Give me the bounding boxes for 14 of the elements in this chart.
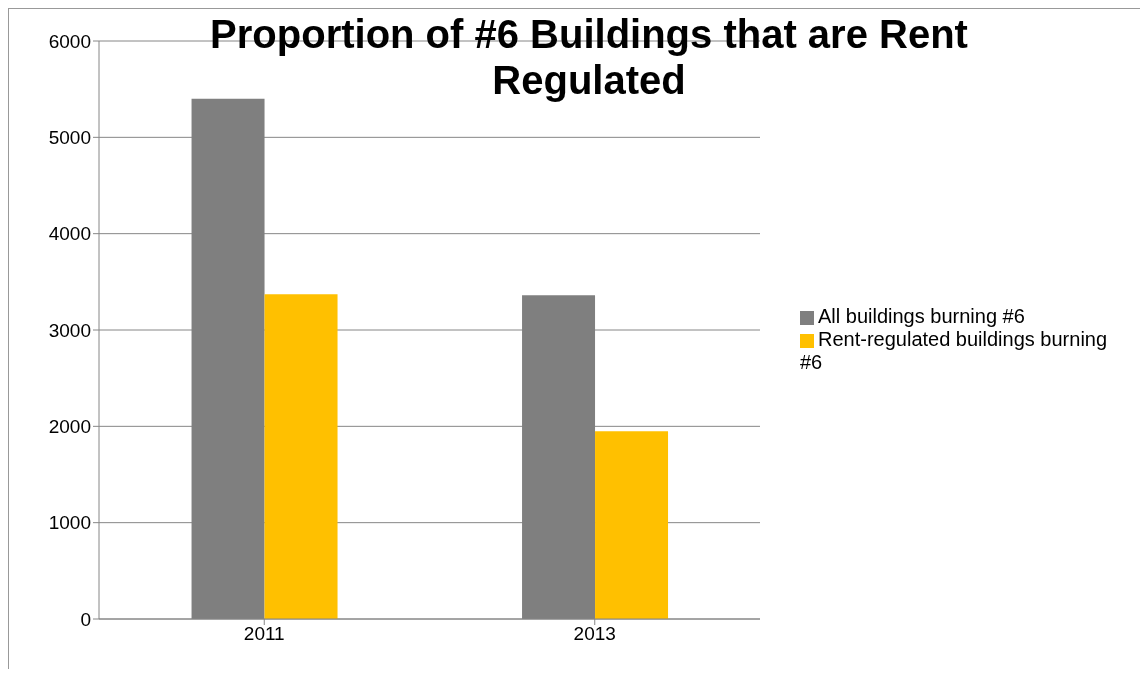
bar	[595, 431, 669, 619]
y-tick-label: 5000	[48, 127, 91, 149]
y-tick-label: 1000	[48, 512, 91, 534]
x-tick-label: 2013	[573, 623, 616, 645]
y-tick-label: 0	[80, 608, 91, 630]
chart-title: Proportion of #6 Buildings that are Rent Regulated	[209, 11, 969, 103]
x-tick-label: 2011	[243, 623, 285, 645]
y-tick-label: 4000	[48, 223, 91, 245]
y-tick-label: 6000	[48, 30, 91, 52]
y-tick-label: 3000	[48, 319, 91, 341]
legend-label: All buildings burning #6	[818, 304, 1025, 327]
legend-label: Rent-regulated buildings burning #6	[800, 327, 1108, 373]
bar	[264, 294, 338, 619]
y-tick-label: 2000	[48, 416, 91, 438]
